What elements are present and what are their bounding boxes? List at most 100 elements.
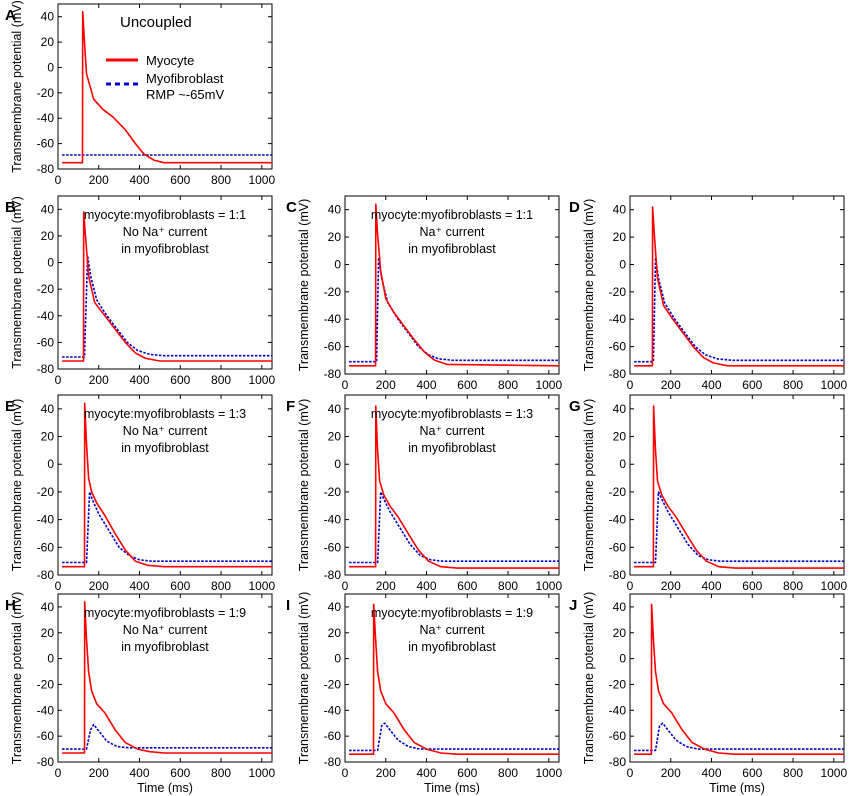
panel-letter: J: [569, 597, 577, 614]
x-tick-label: 400: [417, 766, 437, 780]
x-tick-label: 200: [89, 766, 109, 780]
x-tick-label: 1000: [535, 579, 562, 593]
x-axis-label: Time (ms): [137, 781, 193, 795]
y-tick-label: 40: [41, 600, 55, 614]
y-axis-label: Transmembrane potential (mV): [297, 592, 311, 765]
panel-title-line: in myofibroblast: [408, 441, 496, 455]
x-tick-label: 0: [55, 173, 62, 187]
panel-title-line: myocyte:myofibroblasts = 1:9: [84, 606, 246, 620]
y-tick-label: 40: [613, 600, 627, 614]
y-tick-label: -40: [37, 513, 55, 527]
panel-title-line: in myofibroblast: [121, 640, 209, 654]
y-tick-label: -20: [37, 86, 55, 100]
panel-title-line: in myofibroblast: [408, 640, 496, 654]
y-tick-label: -60: [37, 540, 55, 554]
x-tick-label: 1000: [248, 579, 275, 593]
x-tick-label: 800: [498, 766, 518, 780]
legend-label-rmp: RMP ~-65mV: [146, 87, 224, 102]
y-tick-label: -20: [37, 677, 55, 691]
y-tick-label: 40: [41, 402, 55, 416]
y-tick-label: 20: [613, 230, 627, 244]
series-line-myocyte: [634, 206, 844, 367]
y-tick-label: 20: [613, 626, 627, 640]
y-tick-label: -80: [37, 755, 55, 769]
panel-title-line: in myofibroblast: [121, 441, 209, 455]
plot-frame: [57, 195, 273, 370]
series-line-myofibroblast: [62, 491, 272, 564]
y-tick-label: 0: [334, 257, 341, 271]
series-line-myocyte: [62, 402, 272, 568]
panel-title-line: in myofibroblast: [408, 242, 496, 256]
y-tick-label: -60: [37, 729, 55, 743]
y-tick-label: -40: [609, 703, 627, 717]
y-tick-label: -20: [609, 677, 627, 691]
panel-letter: D: [569, 199, 580, 216]
y-tick-label: 40: [613, 402, 627, 416]
y-tick-label: 20: [328, 430, 342, 444]
x-tick-label: 800: [498, 378, 518, 392]
y-tick-label: -80: [324, 755, 342, 769]
series-line-myocyte: [62, 211, 272, 362]
series-line-myofibroblast: [349, 722, 559, 752]
x-tick-label: 0: [627, 766, 634, 780]
x-tick-label: 600: [742, 766, 762, 780]
x-tick-label: 400: [702, 766, 722, 780]
x-tick-label: 0: [627, 579, 634, 593]
series-line-myocyte: [62, 10, 272, 164]
panel-letter: F: [286, 398, 295, 415]
x-tick-label: 600: [742, 378, 762, 392]
series-line-myofibroblast: [634, 491, 844, 564]
x-tick-label: 200: [89, 579, 109, 593]
x-tick-label: 800: [211, 373, 231, 387]
y-tick-label: -60: [37, 335, 55, 349]
x-tick-label: 400: [417, 378, 437, 392]
x-tick-label: 800: [783, 579, 803, 593]
y-tick-label: -40: [37, 703, 55, 717]
x-axis-label: Time (ms): [424, 781, 480, 795]
plot-frame: [344, 394, 560, 576]
x-tick-label: 800: [211, 579, 231, 593]
x-tick-label: 200: [661, 378, 681, 392]
y-axis-label: Transmembrane potential (mV): [10, 399, 24, 572]
x-tick-label: 400: [130, 766, 150, 780]
y-tick-label: 20: [41, 35, 55, 49]
legend-label-myocyte: Myocyte: [146, 53, 194, 68]
panel-title-line: in myofibroblast: [121, 242, 209, 256]
x-tick-label: 400: [130, 373, 150, 387]
y-tick-label: 40: [328, 402, 342, 416]
x-tick-label: 400: [130, 579, 150, 593]
x-tick-label: 600: [457, 378, 477, 392]
y-tick-label: -80: [37, 568, 55, 582]
panel-title-line: Na⁺ current: [420, 424, 485, 438]
x-tick-label: 800: [498, 579, 518, 593]
y-tick-label: 40: [328, 600, 342, 614]
panel-title-line: myocyte:myofibroblasts = 1:1: [371, 208, 533, 222]
y-tick-label: -40: [37, 309, 55, 323]
y-tick-label: -60: [324, 729, 342, 743]
x-tick-label: 200: [376, 378, 396, 392]
y-axis-label: Transmembrane potential (mV): [582, 199, 596, 372]
x-tick-label: 600: [457, 766, 477, 780]
y-tick-label: -60: [324, 540, 342, 554]
x-tick-label: 0: [55, 766, 62, 780]
y-tick-label: -40: [609, 312, 627, 326]
y-tick-label: -40: [324, 312, 342, 326]
x-tick-label: 600: [457, 579, 477, 593]
y-axis-label: Transmembrane potential (mV): [582, 399, 596, 572]
plot-frame: [57, 3, 273, 170]
panel-title-line: No Na⁺ current: [123, 424, 208, 438]
x-tick-label: 1000: [535, 766, 562, 780]
y-tick-label: -80: [609, 367, 627, 381]
y-tick-label: -80: [609, 568, 627, 582]
panel-letter: I: [286, 597, 290, 614]
x-tick-label: 400: [702, 378, 722, 392]
x-tick-label: 1000: [248, 373, 275, 387]
plot-frame: [629, 195, 845, 375]
x-tick-label: 1000: [820, 378, 847, 392]
y-tick-label: 0: [619, 652, 626, 666]
y-tick-label: 40: [613, 203, 627, 217]
y-tick-label: -60: [37, 137, 55, 151]
